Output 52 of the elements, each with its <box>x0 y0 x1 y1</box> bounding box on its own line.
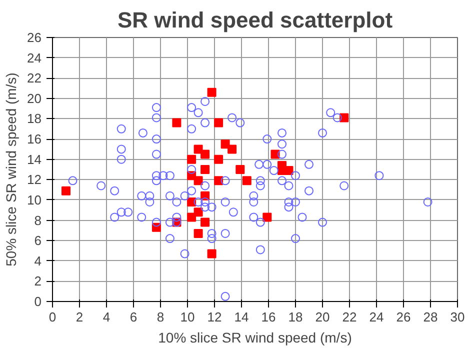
x-tick-label: 18 <box>288 310 303 324</box>
x-tick-label: 6 <box>130 310 138 324</box>
x-tick-label: 4 <box>102 310 110 324</box>
x-tick-label: 14 <box>234 310 249 324</box>
point <box>187 154 196 164</box>
x-tick-label: 8 <box>156 310 164 324</box>
point <box>207 88 216 97</box>
x-tick-label: 24 <box>369 310 384 324</box>
point <box>214 154 224 164</box>
y-tick-label: 12 <box>27 172 42 188</box>
point <box>200 218 210 227</box>
x-tick-label: 0 <box>48 310 56 324</box>
y-tick-label: 10 <box>27 192 42 208</box>
point <box>242 176 252 186</box>
y-tick-label: 20 <box>27 90 42 106</box>
y-tick-label: 6 <box>34 233 42 248</box>
chart-title: SR wind speed scatterplot <box>117 8 394 32</box>
x-axis-title: 10% slice SR wind speed (m/s) <box>158 330 352 346</box>
point <box>194 176 203 186</box>
y-tick-label: 26 <box>27 30 42 45</box>
x-tick-label: 12 <box>207 310 222 324</box>
point <box>187 212 196 222</box>
y-tick-label: 0 <box>34 294 42 309</box>
y-axis-title: 50% slice SR wind speed (m/s) <box>3 72 20 266</box>
y-tick-label: 22 <box>27 70 42 86</box>
x-tick-label: 30 <box>450 310 465 324</box>
x-tick-label: 10 <box>180 310 195 324</box>
y-tick-label: 14 <box>27 152 42 167</box>
x-tick-label: 20 <box>315 310 330 324</box>
y-tick-label: 2 <box>34 274 42 289</box>
y-tick-label: 4 <box>34 253 42 268</box>
x-tick-label: 16 <box>261 310 276 324</box>
point <box>236 165 245 174</box>
point <box>207 249 216 258</box>
point <box>172 118 182 128</box>
y-tick-label: 8 <box>34 212 42 228</box>
point <box>262 212 272 222</box>
y-tick-label: 24 <box>27 50 42 66</box>
point <box>194 228 203 238</box>
point <box>214 176 224 186</box>
x-tick-label: 28 <box>423 310 438 324</box>
point <box>214 118 224 128</box>
point <box>62 186 70 196</box>
point <box>228 144 237 154</box>
point <box>194 144 203 154</box>
x-tick-label: 26 <box>396 310 411 324</box>
point <box>200 165 210 174</box>
point <box>200 150 210 159</box>
x-tick-label: 2 <box>76 310 84 324</box>
x-tick-label: 22 <box>342 310 357 324</box>
y-tick-label: 18 <box>27 111 42 126</box>
y-tick-label: 16 <box>27 132 42 147</box>
